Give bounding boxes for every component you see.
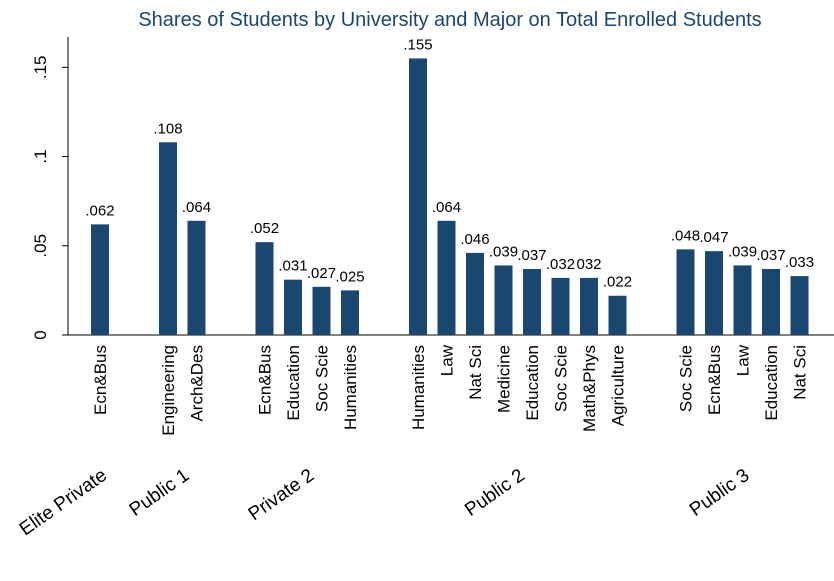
group-label: Public 3 <box>686 465 753 521</box>
bar <box>551 277 570 335</box>
value-label: .022 <box>603 274 632 291</box>
value-label: .046 <box>460 231 489 248</box>
x-tick-label: Nat Sci <box>466 345 485 400</box>
x-tick-label: Ecn&Bus <box>91 345 110 415</box>
group-label: Private 2 <box>245 465 318 525</box>
group-label: Public 2 <box>461 465 528 521</box>
value-label: .039 <box>728 243 757 260</box>
group-label: Public 1 <box>126 465 193 521</box>
value-label: .037 <box>756 247 785 264</box>
value-label: .155 <box>403 36 432 53</box>
bar <box>494 265 513 335</box>
bar <box>676 249 695 335</box>
value-label: .108 <box>153 120 182 137</box>
x-tick-label: Law <box>734 344 753 376</box>
chart-title: Shares of Students by University and Maj… <box>138 9 761 31</box>
value-label: .025 <box>335 268 364 285</box>
value-label: .031 <box>278 258 307 275</box>
value-label: .047 <box>699 229 728 246</box>
bar <box>762 268 780 335</box>
bar <box>733 265 752 335</box>
x-tick-label: Law <box>438 344 457 376</box>
x-tick-label: Education <box>523 345 542 421</box>
value-label: .027 <box>307 265 336 282</box>
y-tick-label: .1 <box>31 149 50 163</box>
x-tick-label: Agriculture <box>609 345 628 426</box>
bar <box>312 286 331 335</box>
bar <box>284 279 302 335</box>
x-tick-label: Arch&Des <box>188 345 207 422</box>
value-label: .033 <box>785 254 814 271</box>
x-tick-label: Nat Sci <box>791 345 810 400</box>
bar <box>466 252 484 335</box>
value-label: .062 <box>85 202 114 219</box>
x-tick-label: Humanities <box>341 345 360 430</box>
x-tick-label: Soc Scie <box>552 345 571 412</box>
y-tick-label: .15 <box>31 56 50 80</box>
value-label: .048 <box>671 227 700 244</box>
x-tick-label: Medicine <box>495 345 514 413</box>
x-tick-label: Education <box>762 345 781 421</box>
x-tick-label: Soc Scie <box>313 345 332 412</box>
x-tick-label: Ecn&Bus <box>256 345 275 415</box>
x-tick-label: Soc Scie <box>677 345 696 412</box>
bar <box>790 276 809 335</box>
bar <box>341 290 359 335</box>
value-label: .064 <box>432 199 461 216</box>
bar <box>523 268 541 335</box>
bar <box>437 220 456 335</box>
bar <box>580 277 598 335</box>
bar <box>705 251 723 335</box>
bar <box>187 220 206 335</box>
x-tick-label: Ecn&Bus <box>705 345 724 415</box>
x-tick-label: Education <box>284 345 303 421</box>
bar <box>409 58 427 335</box>
y-tick-label: .05 <box>31 234 50 258</box>
bar <box>608 295 627 335</box>
x-tick-label: Engineering <box>159 345 178 436</box>
bar <box>91 224 109 335</box>
x-tick-label: Humanities <box>409 345 428 430</box>
value-label: .052 <box>250 220 279 237</box>
value-label: .037 <box>517 247 546 264</box>
bar <box>255 242 274 335</box>
y-tick-label: 0 <box>31 330 50 339</box>
x-tick-label: Math&Phys <box>580 345 599 432</box>
value-label: 032 <box>576 256 601 273</box>
bar <box>159 142 177 335</box>
value-label: .039 <box>489 243 518 260</box>
group-label: Elite Private <box>16 465 111 540</box>
value-label: .064 <box>182 199 211 216</box>
value-label: .032 <box>546 256 575 273</box>
